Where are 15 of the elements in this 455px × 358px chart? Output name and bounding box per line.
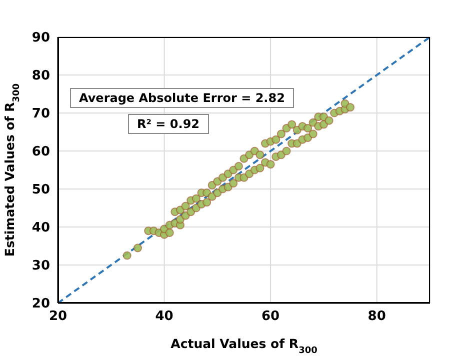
- x-tick-label: 20: [48, 309, 68, 324]
- y-tick-label: 40: [32, 220, 50, 236]
- y-tick-label: 50: [32, 182, 50, 198]
- x-tick-label: 40: [155, 309, 174, 324]
- y-tick-label: 60: [32, 144, 50, 160]
- y-tick-label: 30: [32, 258, 50, 274]
- x-axis-title: Actual Values of R$_{300}$: [170, 336, 318, 356]
- annotation: Average Absolute Error = 2.82: [70, 88, 294, 108]
- y-tick-label: 20: [32, 296, 50, 312]
- x-tick-label: 80: [368, 309, 386, 324]
- y-tick-label: 70: [32, 106, 50, 122]
- y-tick-label: 90: [32, 30, 50, 46]
- annotation: R² = 0.92: [128, 114, 209, 134]
- y-tick-label: 80: [32, 68, 50, 84]
- x-tick-label: 60: [262, 309, 280, 324]
